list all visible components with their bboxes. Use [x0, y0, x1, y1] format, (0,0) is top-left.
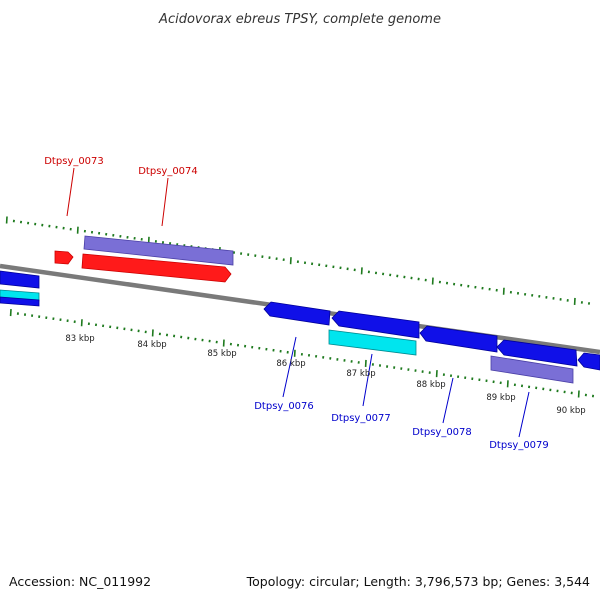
- scale-label-89kbp: 89 kbp: [486, 393, 515, 403]
- scale-label-84kbp: 84 kbp: [137, 340, 166, 350]
- accession-text: Accession: NC_011992: [9, 574, 151, 589]
- label-leader-dtpsy-0078: [442, 377, 454, 424]
- gene-label-dtpsy-0076[interactable]: Dtpsy_0076: [254, 401, 314, 412]
- gene-dtpsy-0079-feature-bar[interactable]: [490, 355, 574, 384]
- lower-tick-row: [9, 309, 595, 398]
- gene-label-dtpsy-0077[interactable]: Dtpsy_0077: [331, 413, 391, 424]
- label-leader-dtpsy-0077: [362, 353, 373, 407]
- genome-stats-text: Topology: circular; Length: 3,796,573 bp…: [246, 574, 590, 589]
- gene-dtpsy-0078-arrow[interactable]: [419, 325, 498, 353]
- partial-reverse-gene-right[interactable]: [577, 352, 600, 371]
- gene-dtpsy-0077-arrow[interactable]: [331, 310, 420, 339]
- scale-label-85kbp: 85 kbp: [207, 349, 236, 359]
- label-leader-dtpsy-0073: [66, 167, 75, 217]
- gene-label-dtpsy-0078[interactable]: Dtpsy_0078: [412, 427, 472, 438]
- label-leader-dtpsy-0079: [518, 391, 530, 438]
- scale-label-88kbp: 88 kbp: [416, 380, 445, 390]
- gene-dtpsy-0073-arrow[interactable]: [54, 250, 74, 265]
- label-leader-dtpsy-0074: [161, 177, 169, 227]
- gene-label-dtpsy-0073[interactable]: Dtpsy_0073: [44, 156, 104, 167]
- gene-label-dtpsy-0074[interactable]: Dtpsy_0074: [138, 166, 198, 177]
- gene-dtpsy-0074-arrow[interactable]: [81, 253, 232, 283]
- gene-label-dtpsy-0079[interactable]: Dtpsy_0079: [489, 440, 549, 451]
- gene-dtpsy-0076-arrow[interactable]: [263, 301, 331, 326]
- gene-dtpsy-0077-rna-bar[interactable]: [328, 329, 417, 356]
- partial-reverse-gene-left-lower[interactable]: [0, 296, 40, 307]
- partial-reverse-gene-left[interactable]: [0, 270, 40, 289]
- scale-label-87kbp: 87 kbp: [346, 369, 375, 379]
- label-leader-dtpsy-0076: [282, 336, 297, 398]
- scale-label-83kbp: 83 kbp: [65, 334, 94, 344]
- scale-label-90kbp: 90 kbp: [556, 406, 585, 416]
- upper-tick-row: [5, 216, 591, 305]
- map-title: Acidovorax ebreus TPSY, complete genome: [158, 12, 441, 27]
- scale-label-86kbp: 86 kbp: [276, 359, 305, 369]
- gene-dtpsy-0074-feature-bar[interactable]: [83, 235, 234, 266]
- gene-dtpsy-0079-arrow[interactable]: [496, 339, 578, 367]
